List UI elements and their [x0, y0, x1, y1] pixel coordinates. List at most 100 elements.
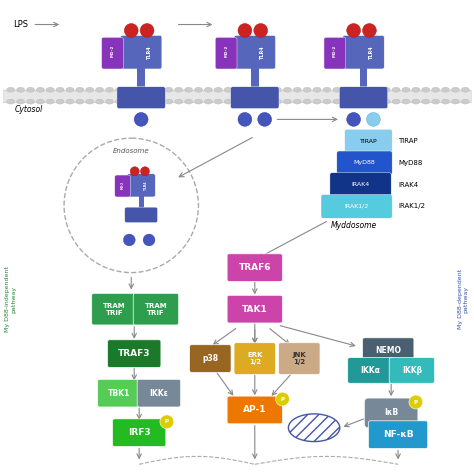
Text: IKKα: IKKα	[361, 366, 380, 375]
Ellipse shape	[27, 87, 35, 92]
Text: TLR4: TLR4	[146, 46, 152, 59]
FancyBboxPatch shape	[363, 338, 414, 364]
Ellipse shape	[432, 87, 439, 92]
Text: IκB: IκB	[384, 409, 398, 418]
Ellipse shape	[333, 87, 341, 92]
FancyBboxPatch shape	[112, 419, 166, 447]
Text: JNK
1/2: JNK 1/2	[292, 352, 306, 365]
Ellipse shape	[214, 87, 222, 92]
Text: MD-2: MD-2	[224, 45, 228, 57]
Text: NEMO: NEMO	[375, 346, 401, 355]
Ellipse shape	[135, 87, 143, 92]
Ellipse shape	[451, 99, 459, 104]
Ellipse shape	[194, 99, 202, 104]
Text: IRAK1/2: IRAK1/2	[398, 203, 425, 210]
Ellipse shape	[254, 99, 262, 104]
Ellipse shape	[116, 87, 123, 92]
Ellipse shape	[17, 87, 25, 92]
Ellipse shape	[244, 99, 252, 104]
Text: MyD88: MyD88	[354, 160, 375, 165]
Text: TBK1: TBK1	[108, 389, 130, 398]
FancyBboxPatch shape	[120, 36, 162, 69]
Ellipse shape	[382, 99, 390, 104]
Text: My D88-dependent
pathway: My D88-dependent pathway	[458, 269, 469, 329]
Ellipse shape	[165, 87, 173, 92]
Ellipse shape	[264, 87, 272, 92]
Ellipse shape	[17, 99, 25, 104]
Ellipse shape	[363, 87, 370, 92]
Ellipse shape	[254, 87, 262, 92]
Text: Cytosol: Cytosol	[15, 105, 43, 114]
FancyBboxPatch shape	[343, 36, 384, 69]
FancyBboxPatch shape	[92, 293, 137, 325]
FancyBboxPatch shape	[330, 173, 391, 197]
Ellipse shape	[293, 99, 301, 104]
Text: TRAF3: TRAF3	[118, 349, 150, 358]
FancyBboxPatch shape	[324, 37, 346, 69]
Ellipse shape	[36, 87, 44, 92]
Ellipse shape	[442, 87, 449, 92]
Ellipse shape	[135, 99, 143, 104]
Text: TAK1: TAK1	[242, 305, 268, 314]
FancyBboxPatch shape	[389, 357, 435, 383]
Ellipse shape	[96, 99, 104, 104]
Text: P: P	[165, 419, 169, 424]
Ellipse shape	[412, 99, 420, 104]
Text: TIRAP: TIRAP	[398, 138, 418, 144]
Ellipse shape	[66, 99, 74, 104]
Ellipse shape	[283, 99, 292, 104]
FancyBboxPatch shape	[279, 343, 320, 374]
Ellipse shape	[333, 99, 341, 104]
FancyBboxPatch shape	[127, 174, 155, 197]
FancyBboxPatch shape	[115, 175, 130, 197]
Circle shape	[258, 112, 272, 126]
Text: AP-1: AP-1	[243, 405, 266, 414]
Ellipse shape	[373, 99, 380, 104]
Circle shape	[254, 24, 268, 37]
Ellipse shape	[155, 99, 163, 104]
Text: Endosome: Endosome	[113, 148, 150, 154]
Ellipse shape	[402, 87, 410, 92]
Ellipse shape	[373, 87, 380, 92]
Ellipse shape	[363, 99, 370, 104]
FancyBboxPatch shape	[227, 295, 283, 323]
Text: MD-2: MD-2	[333, 45, 337, 57]
Text: IRF3: IRF3	[128, 428, 150, 437]
Text: NF-κB: NF-κB	[383, 430, 413, 439]
Circle shape	[366, 112, 380, 126]
Ellipse shape	[461, 99, 469, 104]
FancyBboxPatch shape	[348, 357, 393, 383]
FancyBboxPatch shape	[117, 87, 165, 109]
Ellipse shape	[96, 87, 104, 92]
Ellipse shape	[125, 99, 133, 104]
Ellipse shape	[204, 87, 212, 92]
Ellipse shape	[56, 99, 64, 104]
FancyBboxPatch shape	[337, 151, 392, 175]
Ellipse shape	[145, 99, 153, 104]
Ellipse shape	[303, 87, 311, 92]
FancyBboxPatch shape	[98, 379, 141, 407]
Ellipse shape	[382, 87, 390, 92]
Text: TRAM
TRIF: TRAM TRIF	[103, 302, 126, 316]
Circle shape	[346, 24, 361, 37]
Circle shape	[409, 395, 423, 409]
Ellipse shape	[313, 99, 321, 104]
FancyBboxPatch shape	[190, 345, 231, 373]
Ellipse shape	[66, 87, 74, 92]
Ellipse shape	[86, 99, 94, 104]
Ellipse shape	[194, 87, 202, 92]
Circle shape	[363, 24, 376, 37]
Ellipse shape	[234, 87, 242, 92]
Ellipse shape	[86, 87, 94, 92]
Ellipse shape	[175, 99, 182, 104]
FancyBboxPatch shape	[321, 194, 392, 218]
FancyBboxPatch shape	[227, 254, 283, 282]
Ellipse shape	[76, 87, 84, 92]
FancyBboxPatch shape	[108, 340, 161, 367]
Text: Myddosome: Myddosome	[330, 220, 377, 229]
Ellipse shape	[145, 87, 153, 92]
Ellipse shape	[175, 87, 182, 92]
Ellipse shape	[303, 99, 311, 104]
FancyBboxPatch shape	[215, 37, 237, 69]
Ellipse shape	[392, 99, 400, 104]
